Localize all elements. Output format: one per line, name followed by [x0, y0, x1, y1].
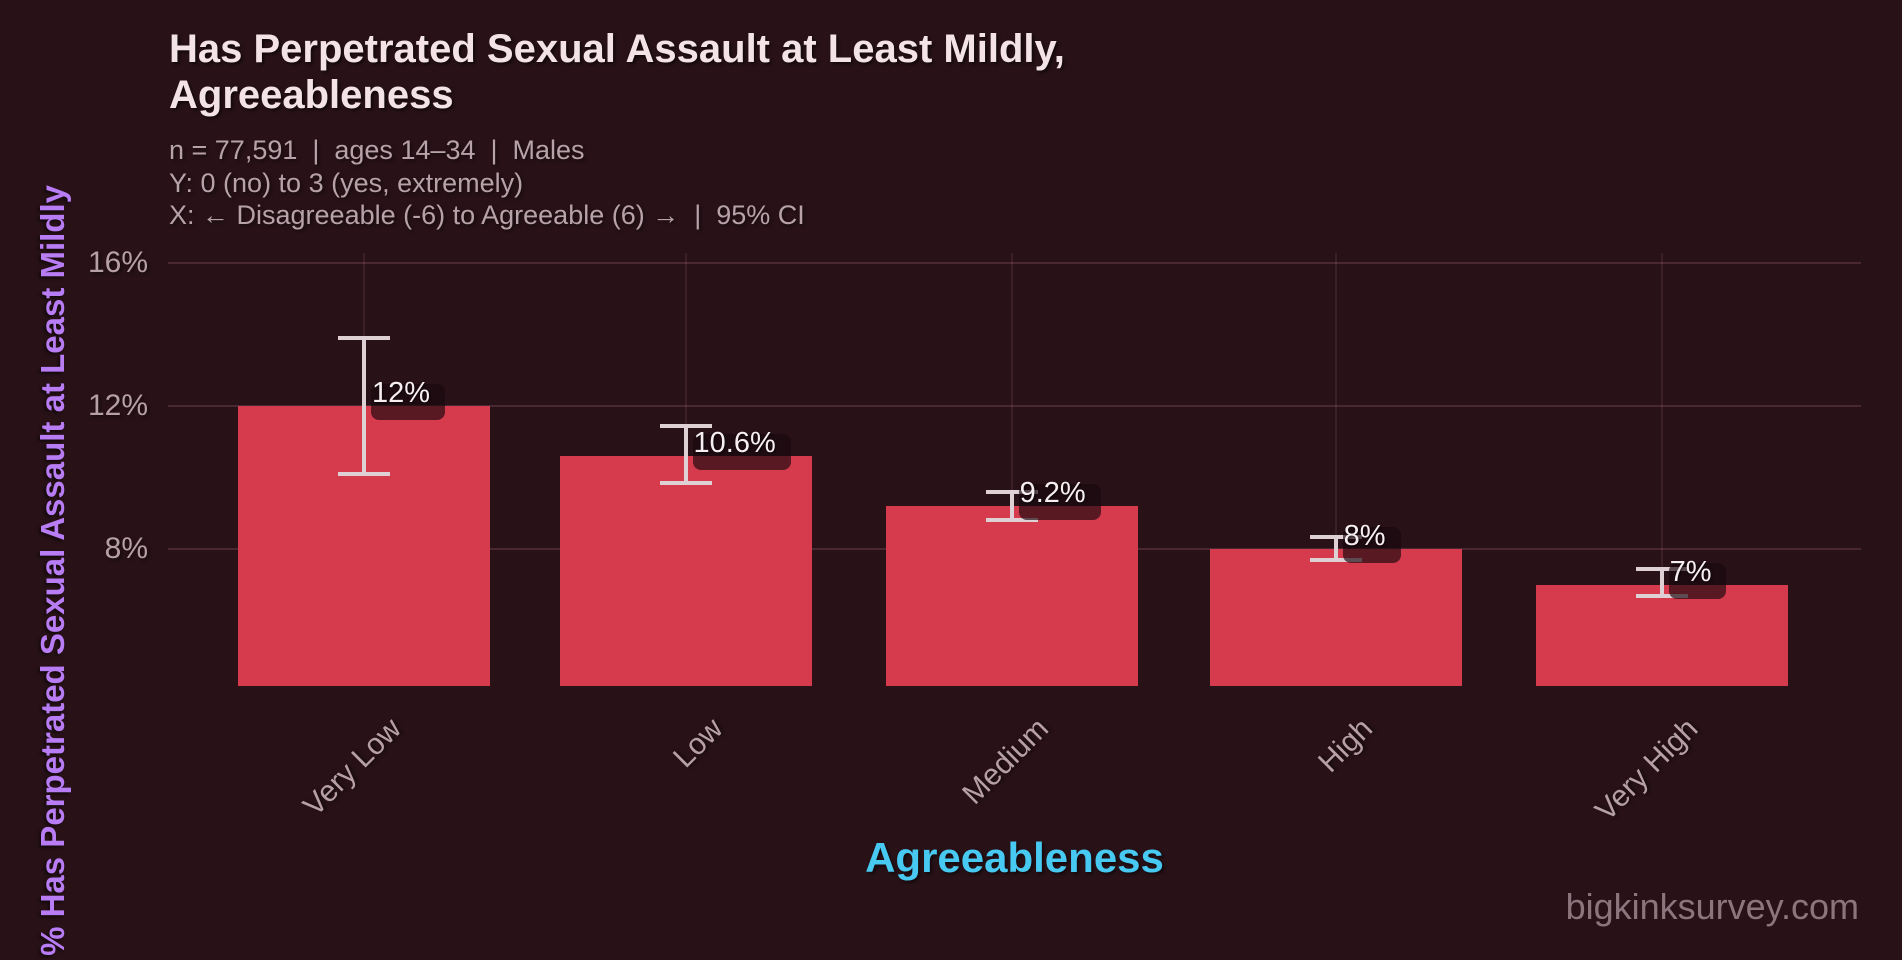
error-bar-cap-bottom	[659, 480, 712, 485]
error-bar-cap-bottom	[338, 471, 391, 476]
error-bar-stem	[1009, 491, 1014, 521]
value-label: 9.2%	[1018, 476, 1101, 521]
x-tick-label: High	[1312, 712, 1379, 779]
y-tick-label: 16%	[87, 246, 148, 280]
error-bar-cap-bottom	[1309, 557, 1362, 562]
chart-header: Has Perpetrated Sexual Assault at Least …	[169, 26, 1065, 232]
subtitle-y-scale: Y: 0 (no) to 3 (yes, extremely)	[169, 167, 524, 198]
error-bar-cap-top	[338, 336, 391, 341]
error-bar-cap-top	[1309, 534, 1362, 539]
h-gridline	[168, 262, 1861, 264]
error-bar-cap-bottom	[1635, 593, 1688, 598]
bar-very-high	[1535, 584, 1788, 686]
error-bar-stem	[1333, 536, 1338, 560]
value-label: 10.6%	[692, 426, 791, 471]
error-bar-stem	[1659, 568, 1664, 596]
value-label-text: 9.2%	[1019, 477, 1086, 510]
h-gridline	[168, 405, 1861, 408]
chart-title-line2: Agreeableness	[169, 73, 454, 117]
error-bar-cap-top	[1635, 566, 1688, 571]
value-label-badge	[371, 384, 446, 421]
value-label: 7%	[1668, 555, 1727, 599]
x-tick-label: Very Low	[296, 712, 408, 823]
x-axis-title: Agreeableness	[865, 834, 1164, 881]
value-label-badge	[1018, 484, 1101, 521]
x-tick-label: Medium	[956, 712, 1055, 811]
value-label: 8%	[1342, 519, 1401, 564]
x-tick-label: Very High	[1589, 712, 1705, 828]
subtitle-sample-info: n = 77,591 | ages 14–34 | Males	[169, 135, 585, 165]
value-label-text: 8%	[1343, 520, 1386, 553]
error-bar-cap-top	[659, 423, 712, 428]
chart-title-line1: Has Perpetrated Sexual Assault at Least …	[169, 27, 1065, 71]
plot-area: 16% 12% 8% 12% Very Low 10.6% Low 9.2% Medium 8% H…	[88, 246, 1861, 827]
chart-title: Has Perpetrated Sexual Assault at Least …	[169, 26, 1065, 118]
bar-low	[559, 456, 812, 686]
y-tick-label: 8%	[104, 532, 148, 566]
subtitle-x-scale: X: ← Disagreeable (-6) to Agreeable (6) …	[169, 200, 805, 230]
bar-high	[1209, 549, 1462, 686]
value-label-badge	[692, 434, 791, 471]
bar-medium	[885, 506, 1138, 686]
v-gridline	[1334, 253, 1337, 686]
value-label-badge	[1668, 562, 1727, 599]
y-axis-title: % Has Perpetrated Sexual Assault at Leas…	[34, 185, 71, 956]
x-tick-label: Low	[666, 712, 729, 775]
value-label-badge	[1342, 527, 1401, 564]
chart-subtitle: n = 77,591 | ages 14–34 | Males Y: 0 (no…	[169, 134, 1065, 232]
error-bar-cap-top	[985, 489, 1038, 494]
value-label-text: 12%	[372, 377, 431, 410]
v-gridline	[1010, 253, 1013, 686]
watermark: bigkinksurvey.com	[1565, 886, 1859, 927]
value-label-text: 7%	[1669, 555, 1712, 588]
error-bar-stem	[362, 338, 367, 474]
error-bar-cap-bottom	[985, 518, 1038, 523]
error-bar-stem	[683, 425, 688, 483]
y-tick-label: 12%	[87, 389, 148, 423]
value-label-text: 10.6%	[693, 427, 776, 460]
value-label: 12%	[371, 376, 446, 421]
v-gridline	[1660, 253, 1663, 686]
